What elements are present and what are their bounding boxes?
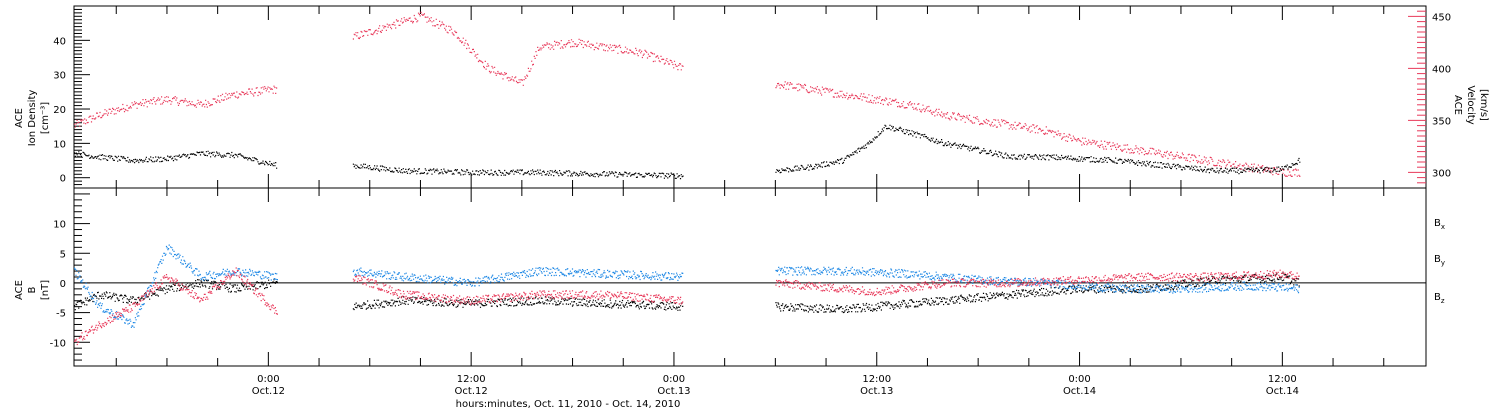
top-left-ylabel-line2: Ion Density bbox=[27, 90, 38, 147]
x-tick-time: 12:00 bbox=[1268, 374, 1297, 385]
top-left-y-axis: 0 10 20 30 40 bbox=[53, 8, 90, 186]
top-left-tick-label: 10 bbox=[53, 139, 66, 150]
legend-bx: Bx bbox=[1434, 218, 1445, 231]
legend-bz-sub: z bbox=[1441, 297, 1445, 305]
x-tick-time: 12:00 bbox=[457, 374, 486, 385]
top-right-tick-label: 450 bbox=[1432, 12, 1451, 23]
top-right-tick-label: 400 bbox=[1432, 64, 1451, 75]
bottom-tick-label: 10 bbox=[53, 220, 66, 231]
top-right-tick-label: 300 bbox=[1432, 168, 1451, 179]
top-left-tick-label: 40 bbox=[53, 36, 66, 47]
top-right-ylabel-line1: ACE bbox=[1452, 95, 1463, 115]
legend-by-label: B bbox=[1434, 254, 1441, 265]
by-points bbox=[775, 266, 1300, 294]
legend: Bx By Bz bbox=[1434, 218, 1445, 305]
top-left-tick-label: 0 bbox=[60, 174, 66, 185]
legend-bx-sub: x bbox=[1441, 223, 1445, 231]
bz-points bbox=[775, 269, 1300, 297]
top-x-axis bbox=[115, 6, 1385, 188]
top-panel: 0 10 20 30 40 300 350 400 450 ACE Ion Density [… bbox=[14, 5, 1489, 189]
x-axis-title: hours:minutes, Oct. 11, 2010 - Oct. 14, … bbox=[456, 399, 681, 410]
top-left-tick-label: 20 bbox=[53, 105, 66, 116]
top-right-ylabel-line3: [km/s] bbox=[1478, 89, 1489, 121]
bx-points bbox=[775, 272, 1300, 314]
bottom-ylabel-line2: B bbox=[27, 286, 38, 293]
x-tick-time: 0:00 bbox=[1068, 374, 1090, 385]
by-points bbox=[352, 267, 684, 287]
x-tick-time: 0:00 bbox=[257, 374, 279, 385]
legend-bz-label: B bbox=[1434, 292, 1441, 303]
top-right-tick-label: 350 bbox=[1432, 116, 1451, 127]
top-right-y-axis: 300 350 400 450 bbox=[1408, 10, 1451, 184]
bottom-y-axis: -10 -5 0 5 10 bbox=[50, 193, 90, 361]
bottom-x-axis bbox=[115, 188, 1385, 366]
bottom-tick-label: 5 bbox=[60, 249, 66, 260]
bottom-tick-label: 0 bbox=[60, 279, 66, 290]
velocity-points bbox=[74, 85, 278, 128]
bottom-ylabel-line3: [nT] bbox=[40, 280, 51, 300]
x-tick-date: Oct.12 bbox=[455, 386, 488, 397]
legend-bx-label: B bbox=[1434, 218, 1441, 229]
x-tick-date: Oct.13 bbox=[657, 386, 690, 397]
density-points bbox=[775, 124, 1301, 175]
bz-points bbox=[352, 275, 684, 306]
velocity-points bbox=[352, 11, 684, 86]
legend-by-sub: y bbox=[1441, 259, 1445, 267]
bottom-tick-label: -10 bbox=[50, 338, 66, 349]
legend-by: By bbox=[1434, 254, 1445, 267]
x-tick-date: Oct.14 bbox=[1063, 386, 1096, 397]
x-tick-time: 12:00 bbox=[862, 374, 891, 385]
x-tick-time: 0:00 bbox=[663, 374, 685, 385]
velocity-points bbox=[775, 81, 1301, 177]
bottom-data-points bbox=[74, 244, 1300, 346]
bx-points bbox=[74, 279, 278, 311]
x-tick-date: Oct.12 bbox=[252, 386, 285, 397]
top-left-ylabel-line3: [cm⁻³] bbox=[40, 102, 51, 134]
legend-bz: Bz bbox=[1434, 292, 1445, 305]
bottom-ylabel-line1: ACE bbox=[14, 280, 25, 300]
bz-points bbox=[74, 267, 278, 346]
density-points bbox=[352, 163, 684, 180]
top-right-ylabel-line2: Velocity bbox=[1465, 85, 1476, 124]
bottom-panel: -10 -5 0 5 10 ACE B [nT] Bx By Bz bbox=[14, 187, 1445, 367]
top-data-points bbox=[74, 11, 1301, 180]
top-left-tick-label: 30 bbox=[53, 71, 66, 82]
x-tick-date: Oct.13 bbox=[860, 386, 893, 397]
top-left-ylabel-line1: ACE bbox=[14, 108, 25, 128]
x-tick-labels: 0:00Oct.1212:00Oct.120:00Oct.1312:00Oct.… bbox=[252, 374, 1299, 397]
x-tick-date: Oct.14 bbox=[1266, 386, 1299, 397]
bottom-tick-label: -5 bbox=[56, 309, 66, 320]
density-points bbox=[74, 150, 278, 169]
